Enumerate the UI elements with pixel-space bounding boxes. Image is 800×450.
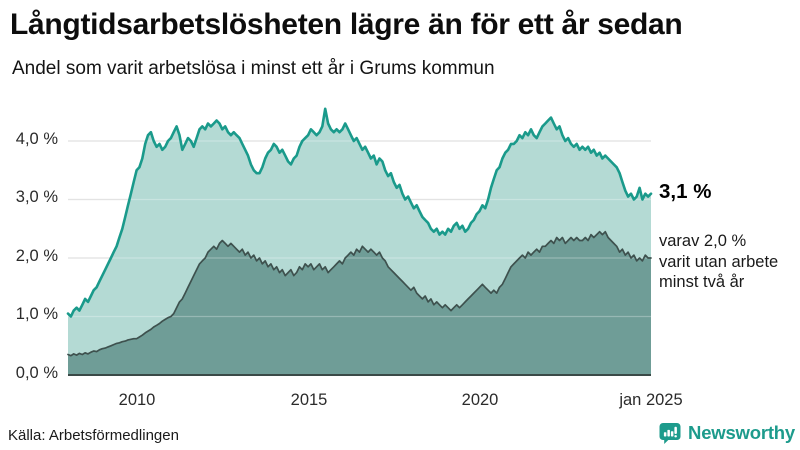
page-title: Långtidsarbetslösheten lägre än för ett … — [10, 8, 683, 41]
y-tick-1: 1,0 % — [15, 305, 58, 323]
x-tick-jan2025: jan 2025 — [619, 391, 683, 409]
x-tick-2010: 2010 — [118, 391, 156, 409]
x-tick-2020: 2020 — [461, 391, 499, 409]
y-tick-3: 3,0 % — [15, 188, 58, 206]
source-note: Källa: Arbetsförmedlingen — [8, 427, 179, 444]
y-tick-0: 0,0 % — [15, 364, 58, 382]
subset-value-label: varav 2,0 % varit utan arbete minst två … — [659, 232, 779, 291]
x-tick-2015: 2015 — [290, 391, 328, 409]
total-value-label: 3,1 % — [659, 180, 712, 203]
newsworthy-bubble-chart-icon — [659, 423, 681, 444]
area-unemployed-two-years — [68, 231, 651, 375]
chart-subtitle: Andel som varit arbetslösa i minst ett å… — [12, 58, 495, 79]
line-unemployed-two-years — [67, 230, 652, 357]
newsworthy-logo: Newsworthy — [658, 421, 795, 445]
line-unemployed-one-year — [66, 107, 653, 318]
y-tick-4: 4,0 % — [15, 130, 58, 148]
y-tick-2: 2,0 % — [15, 247, 58, 265]
newsworthy-wordmark: Newsworthy — [688, 422, 795, 443]
